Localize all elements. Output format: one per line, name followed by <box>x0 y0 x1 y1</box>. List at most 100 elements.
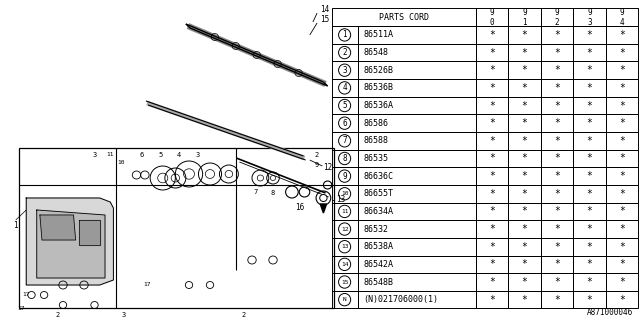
Text: *: * <box>522 154 527 164</box>
Bar <box>573 220 605 238</box>
Text: *: * <box>586 30 592 40</box>
Bar <box>358 220 476 238</box>
Text: *: * <box>554 224 560 234</box>
Bar <box>541 203 573 220</box>
Text: 86532: 86532 <box>364 225 388 234</box>
Text: *: * <box>522 118 527 128</box>
Text: *: * <box>554 30 560 40</box>
Bar <box>605 291 638 308</box>
Text: *: * <box>619 118 625 128</box>
Bar <box>476 167 508 185</box>
Bar <box>332 220 358 238</box>
Bar <box>541 8 573 26</box>
Text: *: * <box>489 118 495 128</box>
Bar <box>476 291 508 308</box>
Text: *: * <box>522 224 527 234</box>
Bar <box>605 220 638 238</box>
Text: *: * <box>522 171 527 181</box>
Bar <box>541 61 573 79</box>
Bar <box>573 26 605 44</box>
Bar <box>605 150 638 167</box>
Bar <box>358 150 476 167</box>
Text: *: * <box>586 48 592 58</box>
Text: 1: 1 <box>342 30 347 39</box>
Polygon shape <box>40 215 76 240</box>
Text: *: * <box>586 259 592 269</box>
Text: 9
0: 9 0 <box>490 8 494 27</box>
Text: 12: 12 <box>341 227 348 232</box>
Text: *: * <box>619 295 625 305</box>
Polygon shape <box>320 204 326 213</box>
Text: 11: 11 <box>106 153 114 157</box>
Bar <box>358 203 476 220</box>
Text: *: * <box>489 154 495 164</box>
Bar <box>573 150 605 167</box>
Bar <box>541 185 573 203</box>
Text: *: * <box>554 65 560 75</box>
Bar <box>573 132 605 150</box>
Text: *: * <box>586 136 592 146</box>
Bar <box>605 273 638 291</box>
Text: *: * <box>619 100 625 110</box>
Text: *: * <box>489 30 495 40</box>
Text: *: * <box>554 277 560 287</box>
Text: *: * <box>554 83 560 93</box>
Bar <box>541 273 573 291</box>
Bar <box>332 8 476 26</box>
Text: 8: 8 <box>271 190 275 196</box>
Bar <box>605 167 638 185</box>
Bar <box>358 79 476 97</box>
Text: PARTS CORD: PARTS CORD <box>379 13 429 22</box>
Text: 86536B: 86536B <box>364 84 394 92</box>
Bar <box>605 256 638 273</box>
Text: *: * <box>586 171 592 181</box>
Text: *: * <box>522 136 527 146</box>
Bar <box>508 185 541 203</box>
Text: *: * <box>619 171 625 181</box>
Bar <box>358 97 476 114</box>
Bar <box>358 26 476 44</box>
Bar <box>476 150 508 167</box>
Text: *: * <box>522 277 527 287</box>
Bar <box>541 44 573 61</box>
Text: 4: 4 <box>342 84 347 92</box>
Bar <box>358 256 476 273</box>
Bar <box>358 167 476 185</box>
Text: *: * <box>489 100 495 110</box>
Bar <box>476 26 508 44</box>
Text: *: * <box>554 189 560 199</box>
Text: *: * <box>522 48 527 58</box>
Bar <box>508 150 541 167</box>
Bar <box>358 291 476 308</box>
Text: 86526B: 86526B <box>364 66 394 75</box>
Text: *: * <box>586 118 592 128</box>
Text: 1: 1 <box>13 220 18 229</box>
Bar <box>573 97 605 114</box>
Bar <box>605 132 638 150</box>
Text: 5: 5 <box>342 101 347 110</box>
Text: 14: 14 <box>320 5 330 14</box>
Text: 9
3: 9 3 <box>587 8 591 27</box>
Text: 13: 13 <box>341 244 348 249</box>
Text: 5: 5 <box>159 152 163 158</box>
Text: 3: 3 <box>342 66 347 75</box>
Bar <box>508 61 541 79</box>
Text: 13: 13 <box>336 196 345 204</box>
Bar <box>358 185 476 203</box>
Text: *: * <box>554 295 560 305</box>
Bar <box>476 256 508 273</box>
Text: *: * <box>619 30 625 40</box>
Bar <box>332 61 358 79</box>
Bar <box>573 203 605 220</box>
Bar <box>508 132 541 150</box>
Text: *: * <box>489 136 495 146</box>
Text: 86548: 86548 <box>364 48 388 57</box>
Bar <box>332 114 358 132</box>
Text: 9: 9 <box>342 172 347 180</box>
Bar <box>605 97 638 114</box>
Bar <box>508 167 541 185</box>
Bar <box>476 79 508 97</box>
Text: *: * <box>522 259 527 269</box>
Bar <box>332 203 358 220</box>
Bar <box>605 44 638 61</box>
